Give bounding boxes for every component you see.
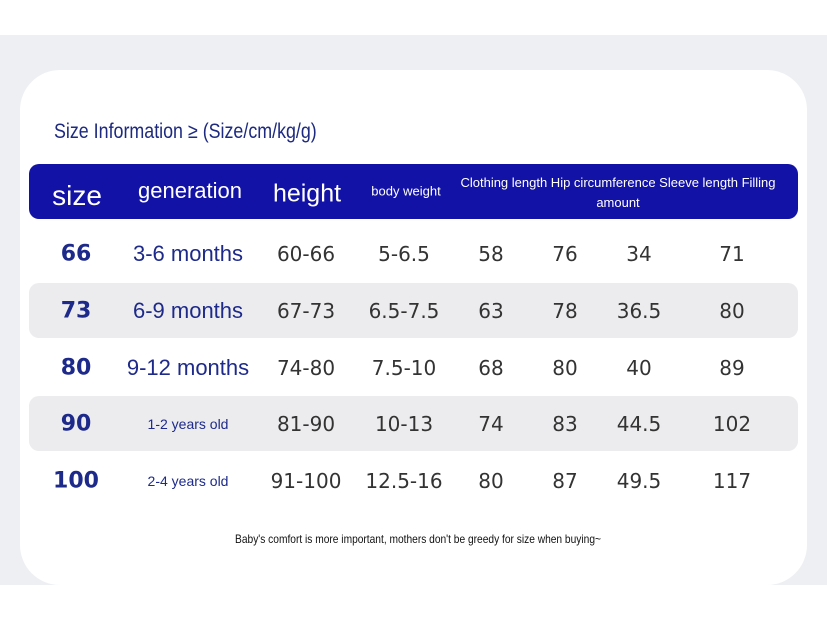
table-cell: 10-13 [374, 412, 434, 436]
size-cell: 80 [60, 355, 92, 381]
header-cell: Clothing length Hip circumference Sleeve… [460, 175, 776, 210]
table-cell: 68 [478, 356, 504, 380]
header-bar [29, 164, 798, 219]
header-cell: height [272, 179, 342, 208]
table-cell: 44.5 [616, 412, 662, 436]
header-cell: generation [138, 178, 242, 203]
table-cell: 58 [478, 242, 504, 266]
table-cell: 1-2 years old [147, 416, 229, 432]
table-cell: 80 [719, 299, 745, 323]
table-cell: 2-4 years old [147, 473, 229, 489]
row-stripe [29, 396, 798, 451]
table-cell: 67-73 [276, 299, 336, 323]
table-cell: 6-9 months [132, 298, 244, 323]
table-cell: 9-12 months [126, 355, 250, 380]
title: Size Information ≥ (Size/cm/kg/g) [54, 120, 317, 143]
table-cell: 117 [712, 469, 752, 493]
table-cell: 91-100 [270, 469, 342, 493]
table-cell: 36.5 [616, 299, 662, 323]
footer-note: Baby's comfort is more important, mother… [235, 532, 601, 546]
size-cell: 90 [60, 411, 92, 437]
table-cell: 81-90 [276, 412, 336, 436]
table-cell: 6.5-7.5 [368, 299, 440, 323]
table-cell: 49.5 [616, 469, 662, 493]
table-cell: 89 [719, 356, 745, 380]
table-cell: 78 [552, 299, 578, 323]
table-cell: 71 [719, 242, 745, 266]
table-cell: 34 [626, 242, 652, 266]
table-cell: 76 [552, 242, 578, 266]
table-cell: 63 [478, 299, 504, 323]
size-cell: 100 [53, 468, 99, 494]
size-cell: 66 [60, 241, 92, 267]
table-cell: 87 [552, 469, 578, 493]
table-cell: 7.5-10 [371, 356, 437, 380]
table-cell: 74 [478, 412, 504, 436]
table-cell: 60-66 [276, 242, 336, 266]
table-cell: 102 [712, 412, 752, 436]
table-cell: 83 [552, 412, 578, 436]
table-cell: 74-80 [276, 356, 336, 380]
row-stripe [29, 283, 798, 338]
table-cell: 3-6 months [132, 241, 244, 266]
header-cell: size [52, 180, 102, 211]
table-cell: 80 [552, 356, 578, 380]
table-cell: 80 [478, 469, 504, 493]
size-cell: 73 [60, 298, 92, 324]
table-cell: 12.5-16 [365, 469, 443, 493]
header-cell: body weight [371, 183, 441, 199]
table-cell: 40 [626, 356, 652, 380]
table-cell: 5-6.5 [378, 242, 430, 266]
